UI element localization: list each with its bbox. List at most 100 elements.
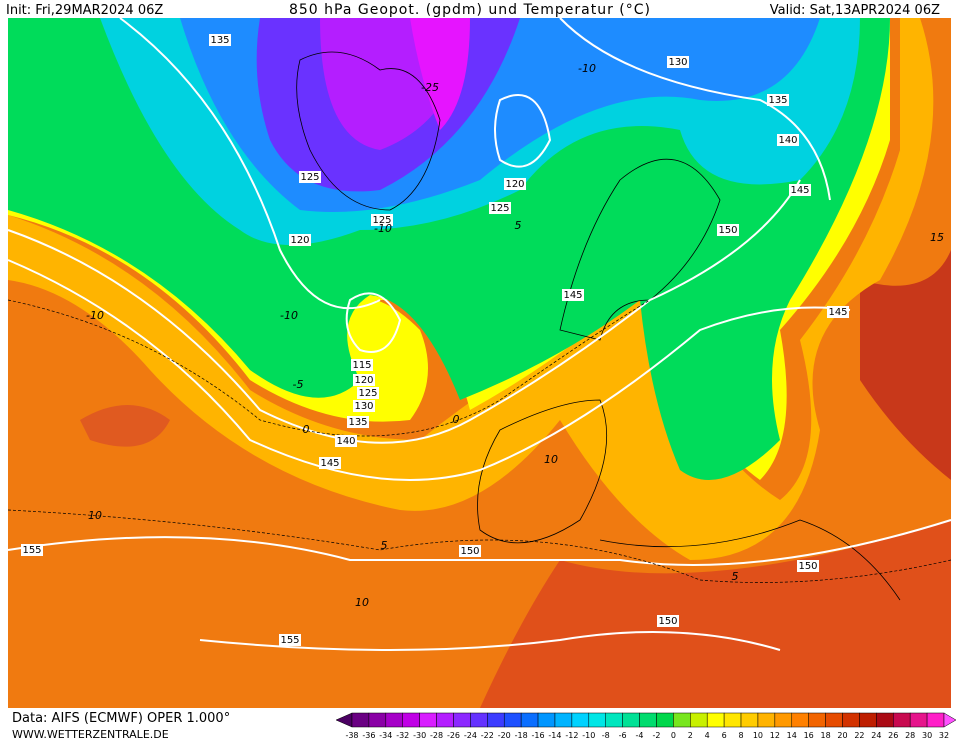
contour-label-box [279,634,301,646]
contour-label: 145 [828,307,847,318]
colorbar-segment [571,712,590,728]
colorbar-label: -32 [396,731,409,740]
contour-label: 130 [668,57,687,68]
colorbar-label: -34 [379,731,392,740]
colorbar-arrow [943,712,957,728]
contour-label-box [657,615,679,627]
contour-label: 150 [718,225,737,236]
colorbar-label: 20 [837,731,847,740]
colorbar-label: 14 [787,731,797,740]
colorbar-segment [909,712,928,728]
colorbar-label: 28 [905,731,915,740]
isohypse [199,631,781,651]
colorbar-segment [690,712,708,728]
colorbar-label: -24 [464,731,477,740]
contour-label: 135 [348,417,367,428]
colorbar-segment [503,712,522,728]
contour-label: 125 [300,172,319,183]
contour-label: 120 [290,235,309,246]
colorbar-segment [808,712,826,728]
colorbar-segment [605,712,623,728]
temperature-label: 10 [88,509,102,522]
coastline [296,51,441,211]
colorbar-segment [453,712,471,728]
contour-label-box [289,234,311,246]
isohypse [559,17,831,201]
colorbar-segment [842,712,860,728]
contour-label: 115 [352,360,371,371]
contour-label-box [347,416,369,428]
colorbar-label: 30 [922,731,932,740]
temperature-label: -25 [421,81,439,94]
isohypse [7,259,851,481]
contour-label: 150 [460,546,479,557]
contour-label: 145 [563,290,582,301]
contour-label-box [489,202,511,214]
colorbar-segment [757,712,776,728]
colorbar-segment [487,712,505,728]
colorbar-label: -36 [362,731,375,740]
contour-label-box [717,224,739,236]
contour-label-box [459,545,481,557]
colorbar-segment [893,712,911,728]
colorbar-segment [673,712,691,728]
contour-label: 135 [768,95,787,106]
colorbar-label: -6 [619,731,627,740]
data-source: Data: AIFS (ECMWF) OPER 1.000° [12,711,230,726]
temperature-label: 10 [355,596,369,609]
contour-label: 155 [22,545,41,556]
contour-label: 155 [280,635,299,646]
contour-label: 125 [358,388,377,399]
colorbar-label: 4 [705,731,710,740]
colorbar-segment [774,712,793,728]
colorbar-segment [436,712,454,728]
colorbar-label: -2 [652,731,660,740]
contour-label: 140 [336,436,355,447]
colorbar: -38 -36 -34 -32 -30 -28 -26 -24 -22 -20 -18 -16 -14-… [335,712,957,740]
colorbar-label: 18 [821,731,831,740]
colorbar-label: 10 [753,731,763,740]
colorbar-label: -12 [565,731,578,740]
contour-label: 125 [372,215,391,226]
colorbar-segment [537,712,556,728]
colorbar-segment [351,712,370,728]
init-time: Init: Fri,29MAR2024 06Z [6,3,163,18]
colorbar-segment [639,712,657,728]
isohypse [119,17,381,310]
temperature-label: 10 [544,453,558,466]
colorbar-label: -8 [602,731,610,740]
contour-label-box [335,435,357,447]
colorbar-segment [706,712,725,728]
contour-label-box [353,400,375,412]
contour-label: 145 [790,185,809,196]
colorbar-segment [622,712,640,728]
colorbar-segment [876,712,894,728]
contour-label-box [562,289,584,301]
warm-region [480,520,951,708]
contour-label: 140 [778,135,797,146]
valid-time: Valid: Sat,13APR2024 06Z [770,3,940,18]
map-labels: 135 130 135 140 145 150 125 120 125 125 120 145 145 1… [21,34,944,646]
temperature-label: -10 [86,309,104,322]
temperature-label: 5 [515,219,522,232]
colorbar-label: 24 [871,731,881,740]
contour-label-box [371,214,393,226]
contour-label-box [797,560,819,572]
colorbar-label: -28 [430,731,443,740]
contour-label: 150 [798,561,817,572]
colorbar-label: -20 [498,731,511,740]
contour-label: 120 [354,375,373,386]
temperature-label: 5 [732,570,739,583]
colorbar-label: 26 [888,731,898,740]
contour-label: 120 [505,179,524,190]
temperature-label: 5 [381,539,388,552]
colorbar-label: 2 [688,731,693,740]
colorbar-label: 0 [671,731,676,740]
temperature-label: -10 [578,62,596,75]
colorbar-segment [419,712,437,728]
colorbar-label: 6 [722,731,727,740]
isohypse [494,94,552,168]
colorbar-label: -38 [345,731,358,740]
colorbar-label: -14 [548,731,561,740]
